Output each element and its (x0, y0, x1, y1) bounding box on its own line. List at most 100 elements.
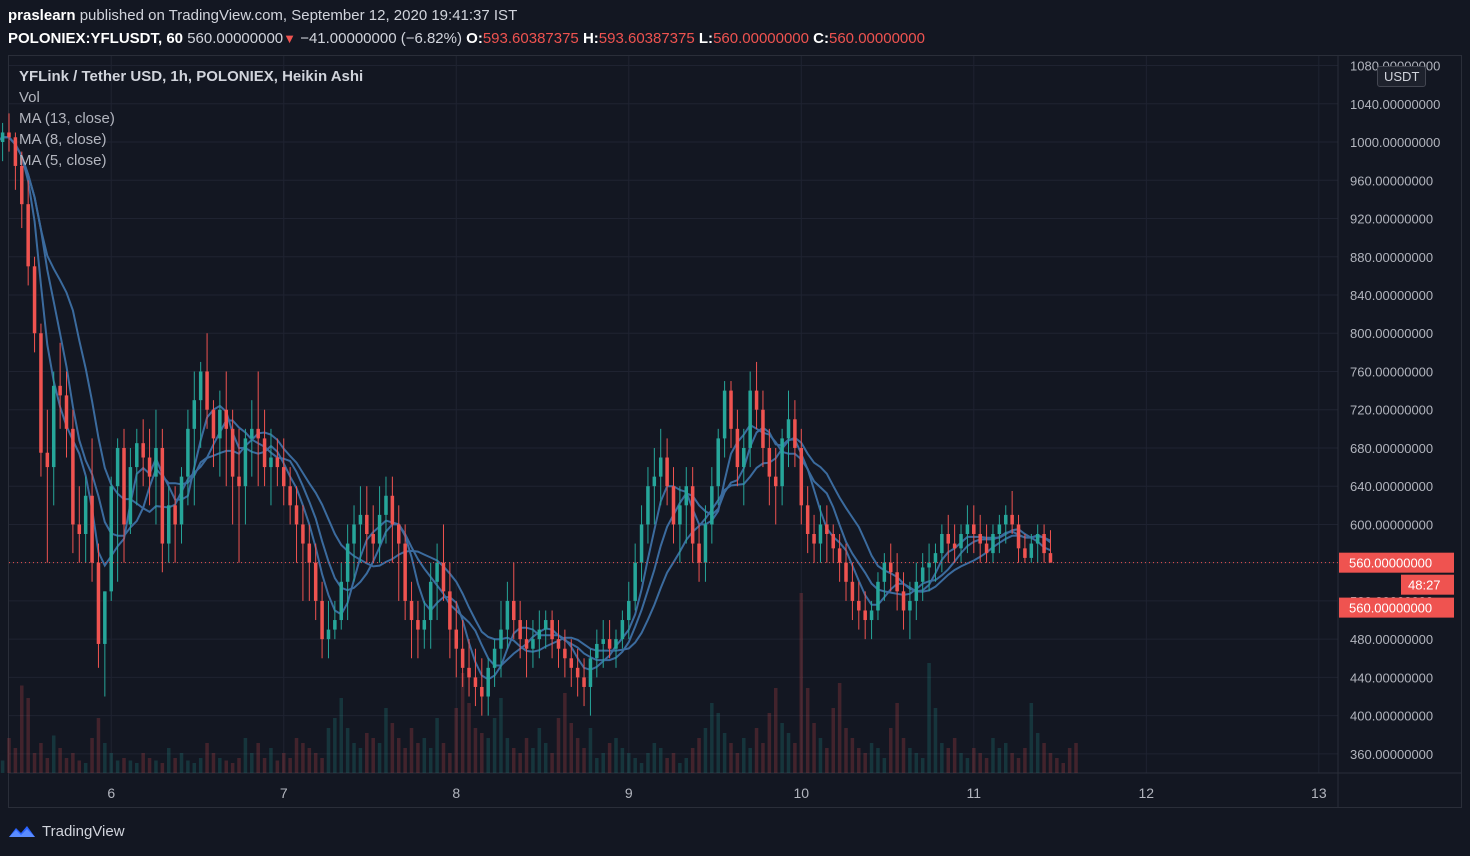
legend-ma5[interactable]: MA (5, close) (19, 152, 107, 169)
volume-bar (390, 723, 395, 773)
legend-ma13[interactable]: MA (13, close) (19, 110, 115, 127)
candle (224, 409, 228, 429)
volume-bar (965, 758, 970, 773)
volume-bar (729, 743, 733, 773)
candle (109, 486, 113, 592)
ma13-line (0, 136, 1051, 653)
candle (1029, 543, 1034, 558)
candle (1016, 524, 1021, 549)
candle (952, 543, 957, 549)
publisher-name[interactable]: praslearn (8, 7, 76, 24)
volume-bar (1023, 748, 1027, 773)
volume-bar (211, 753, 216, 773)
candle (582, 677, 586, 687)
volume-bar (786, 733, 791, 773)
candle (269, 457, 273, 468)
candle (365, 514, 369, 534)
legend-title[interactable]: YFLink / Tether USD, 1h, POLONIEX, Heiki… (19, 68, 364, 85)
candle (850, 581, 855, 601)
candle (147, 457, 152, 477)
candle (652, 476, 657, 487)
volume-bar (595, 758, 599, 773)
volume-bar (422, 738, 427, 773)
volume-bar (147, 758, 152, 773)
candle (358, 514, 363, 525)
candle (869, 610, 874, 621)
volume-bar (83, 763, 88, 773)
volume-bar (166, 748, 171, 773)
legend-volume[interactable]: Vol (19, 89, 40, 106)
volume-bar (518, 753, 522, 773)
candle (128, 467, 133, 525)
x-tick-label: 13 (1311, 785, 1327, 801)
chart-frame[interactable] (8, 55, 1462, 808)
volume-bar (237, 758, 241, 773)
candle (58, 385, 62, 396)
candle (371, 534, 375, 544)
candle (940, 534, 944, 554)
volume-bar (652, 743, 657, 773)
candle (211, 409, 216, 439)
volume-bar (409, 728, 414, 773)
volume-bar (639, 763, 644, 773)
candle (250, 428, 254, 439)
symbol-label: POLONIEX:YFLUSDT, 60 (8, 30, 184, 47)
candle (20, 165, 24, 205)
ma5-line (0, 136, 1051, 681)
volume-bar (543, 743, 548, 773)
volume-bar (320, 758, 324, 773)
candle (256, 428, 260, 439)
candle (754, 390, 759, 410)
volume-bar (454, 708, 459, 773)
candle (428, 581, 433, 621)
candle (882, 562, 887, 582)
tradingview-logo[interactable]: TradingView (8, 823, 125, 840)
candle (307, 543, 312, 563)
y-tick-label: 760.00000000 (1350, 364, 1433, 379)
candle (857, 600, 861, 611)
volume-bar (805, 688, 810, 773)
candle (90, 495, 94, 563)
volume-bar (1074, 743, 1078, 773)
volume-bar (262, 758, 267, 773)
candle (550, 620, 554, 640)
volume-bar (563, 693, 567, 773)
publish-line: praslearn published on TradingView.com, … (8, 7, 517, 24)
candle (959, 534, 963, 549)
volume-bar (920, 758, 925, 773)
volume-bar (690, 748, 695, 773)
candle (767, 447, 772, 477)
y-tick-label: 1000.00000000 (1350, 135, 1440, 150)
candle (588, 658, 593, 687)
volume-bar (377, 743, 382, 773)
candle (933, 553, 938, 563)
candle (729, 390, 733, 429)
candle (198, 371, 203, 401)
volume-bar (250, 753, 254, 773)
candle (77, 524, 82, 534)
candle (345, 543, 350, 582)
y-tick-label: 640.00000000 (1350, 479, 1433, 494)
volume-bar (473, 728, 478, 773)
volume-bar (946, 748, 951, 773)
volume-bar (1029, 703, 1034, 773)
volume-bar (486, 738, 490, 773)
candle (96, 562, 101, 644)
volume-bar (1042, 743, 1046, 773)
volume-bar (441, 743, 446, 773)
candle (531, 639, 535, 649)
y-tick-label: 800.00000000 (1350, 326, 1433, 341)
candle (64, 395, 69, 429)
volume-bar (435, 718, 439, 773)
legend-ma8[interactable]: MA (8, close) (19, 131, 107, 148)
x-tick-label: 12 (1139, 785, 1155, 801)
candle (690, 486, 695, 544)
candle (595, 643, 599, 659)
candle (166, 505, 171, 544)
currency-unit-button[interactable]: USDT (1377, 66, 1427, 87)
volume-bar (869, 743, 874, 773)
candle (927, 562, 931, 568)
candle (512, 600, 516, 621)
volume-bar (1048, 753, 1053, 773)
